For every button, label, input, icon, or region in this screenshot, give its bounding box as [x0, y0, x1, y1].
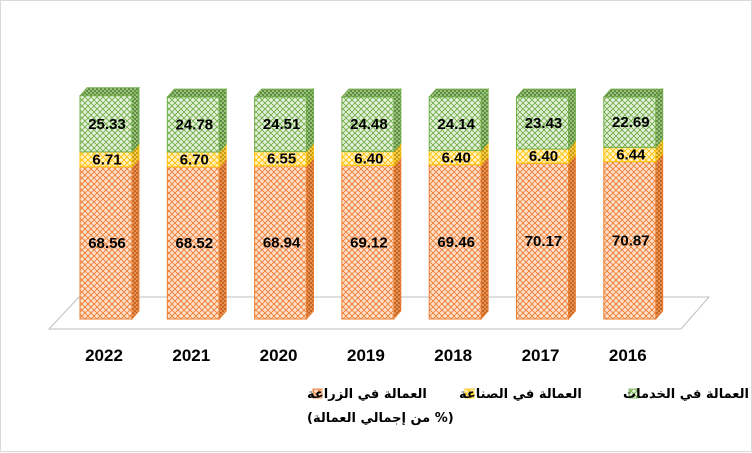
bar-side-agriculture-2021 [219, 159, 226, 319]
bar-side-services-2016 [656, 89, 663, 147]
bar-side-agriculture-2020 [307, 158, 314, 319]
value-label-agriculture-2018: 69.46 [437, 234, 475, 251]
x-tick-2016: 2016 [609, 346, 647, 365]
value-label-services-2017: 23.43 [525, 115, 563, 132]
x-tick-2018: 2018 [434, 346, 472, 365]
value-label-industry-2020: 6.55 [267, 151, 296, 168]
bar-top-2022 [80, 88, 139, 96]
value-label-agriculture-2022: 68.56 [88, 235, 126, 252]
legend: العمالة في الخدمات العمالة في الصناعة ال… [307, 387, 749, 426]
value-label-industry-2021: 6.70 [180, 151, 209, 168]
value-label-industry-2017: 6.40 [529, 148, 558, 165]
value-label-agriculture-2017: 70.17 [525, 233, 563, 250]
bar-side-services-2017 [569, 89, 576, 149]
value-label-services-2020: 24.51 [263, 116, 301, 133]
bar-side-agriculture-2017 [569, 155, 576, 319]
legend-label-industry: العمالة في الصناعة [459, 387, 582, 402]
legend-item-agriculture: العمالة في الزراعة (% من إجمالي العمالة) [307, 387, 454, 426]
bar-side-agriculture-2016 [656, 154, 663, 319]
bar-2017: 70.17 6.40 23.43 [517, 89, 576, 319]
legend-label-services: العمالة في الخدمات [623, 387, 749, 402]
value-label-agriculture-2020: 68.94 [263, 234, 301, 251]
value-label-services-2022: 25.33 [88, 116, 126, 133]
value-label-industry-2019: 6.40 [354, 150, 383, 167]
bar-2020: 68.94 6.55 24.51 [255, 89, 314, 319]
bar-2019: 69.12 6.40 24.48 [342, 89, 401, 319]
x-tick-2022: 2022 [85, 346, 123, 365]
bar-2022: 68.56 6.71 25.33 [80, 88, 139, 319]
legend-item-services: العمالة في الخدمات [623, 387, 749, 402]
value-label-services-2016: 22.69 [612, 114, 650, 131]
x-axis-ticks: 2022 2021 2020 2019 2018 2017 2016 [85, 346, 647, 365]
bar-side-agriculture-2022 [132, 159, 139, 319]
bar-2021: 68.52 6.70 24.78 [167, 89, 226, 319]
bar-top-2016 [604, 89, 663, 97]
bar-side-services-2020 [307, 89, 314, 151]
legend-label-agriculture: العمالة في الزراعة [307, 387, 427, 402]
bar-side-services-2018 [481, 89, 488, 151]
value-label-agriculture-2016: 70.87 [612, 232, 650, 249]
legend-unit-note: (% من إجمالي العمالة) [307, 411, 454, 426]
x-tick-2017: 2017 [522, 346, 560, 365]
bar-2018: 69.46 6.40 24.14 [429, 89, 488, 319]
bar-side-agriculture-2019 [394, 158, 401, 319]
value-label-agriculture-2019: 69.12 [350, 234, 388, 251]
bar-side-services-2019 [394, 89, 401, 151]
legend-item-industry: العمالة في الصناعة [459, 387, 582, 402]
value-label-services-2018: 24.14 [437, 116, 475, 133]
chart-frame: 68.56 6.71 25.33 68.52 6.70 24.78 68.94 6.55 24.… [0, 0, 752, 452]
value-label-services-2021: 24.78 [176, 117, 214, 134]
bar-top-2021 [167, 89, 226, 97]
bars-group: 68.56 6.71 25.33 68.52 6.70 24.78 68.94 6.55 24.… [80, 88, 663, 319]
bar-side-services-2021 [219, 89, 226, 152]
x-tick-2020: 2020 [260, 346, 298, 365]
stacked-bar-chart: 68.56 6.71 25.33 68.52 6.70 24.78 68.94 6.55 24.… [1, 1, 752, 453]
bar-2016: 70.87 6.44 22.69 [604, 89, 663, 319]
x-tick-2021: 2021 [172, 346, 210, 365]
bar-side-agriculture-2018 [481, 157, 488, 319]
x-tick-2019: 2019 [347, 346, 385, 365]
value-label-services-2019: 24.48 [350, 116, 388, 133]
bar-side-services-2022 [132, 88, 139, 152]
bar-top-2020 [255, 89, 314, 97]
bar-top-2017 [517, 89, 576, 97]
bar-top-2018 [429, 89, 488, 97]
value-label-industry-2016: 6.44 [616, 147, 646, 164]
value-label-agriculture-2021: 68.52 [176, 235, 214, 252]
value-label-industry-2022: 6.71 [92, 151, 121, 168]
value-label-industry-2018: 6.40 [442, 150, 471, 167]
bar-top-2019 [342, 89, 401, 97]
